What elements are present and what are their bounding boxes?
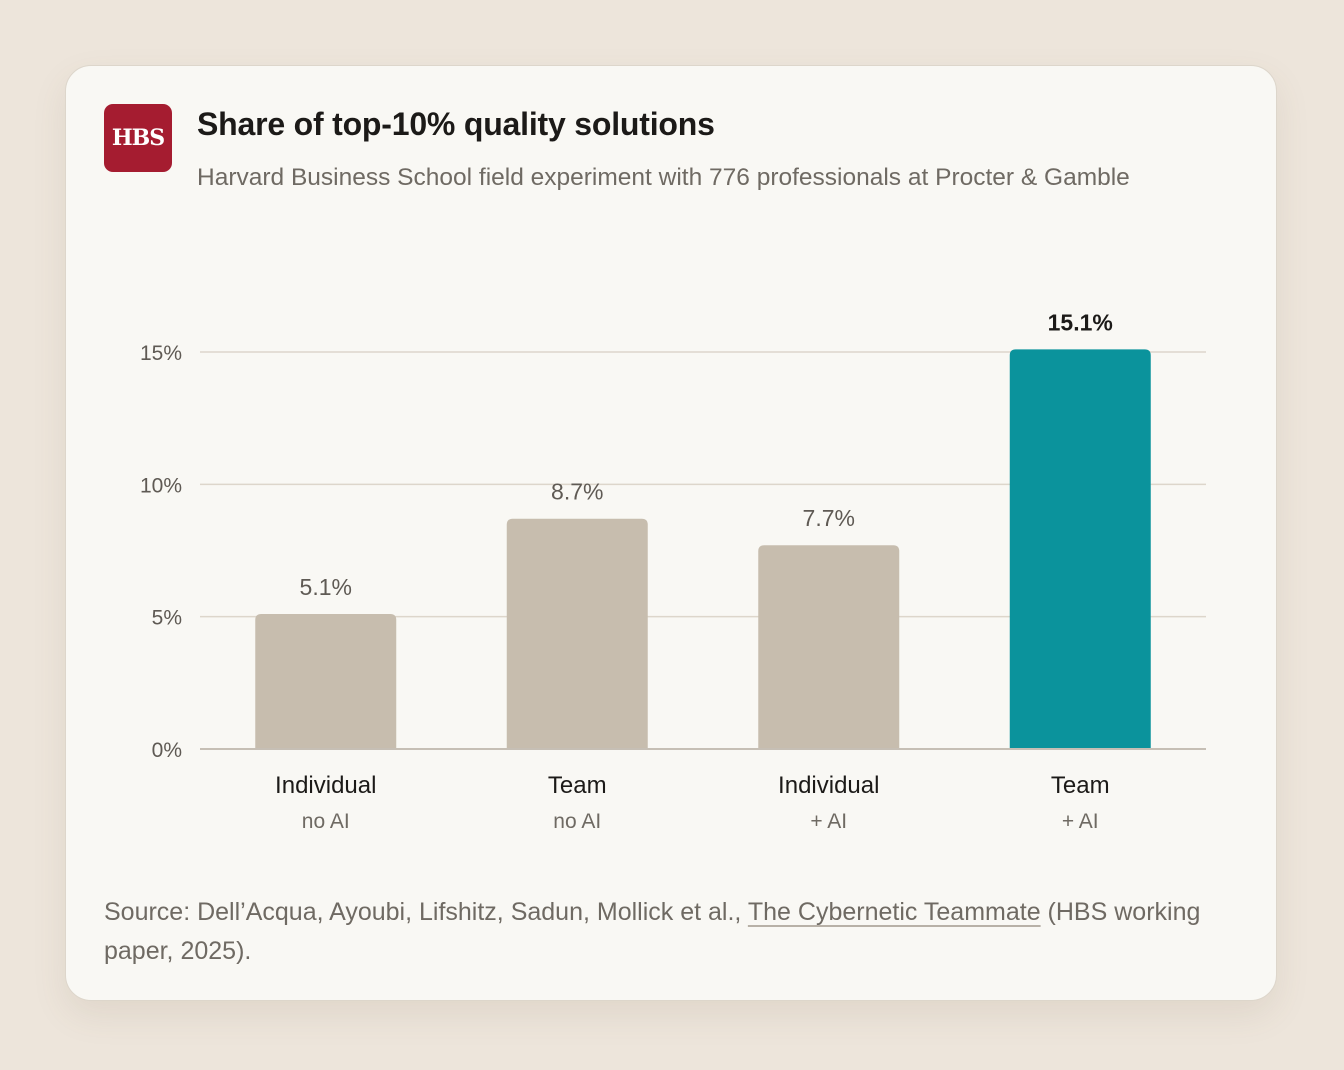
chart-title: Share of top-10% quality solutions bbox=[197, 106, 715, 142]
source-prefix: Source: Dell’Acqua, Ayoubi, Lifshitz, Sa… bbox=[104, 898, 748, 926]
bar bbox=[1009, 349, 1151, 749]
value-label: 15.1% bbox=[1048, 309, 1113, 335]
category-sublabel: no AI bbox=[302, 810, 350, 833]
category-label: Team bbox=[1051, 772, 1110, 799]
source-suffix: (HBS working paper, 2025). bbox=[104, 898, 1201, 965]
category-sublabel: + AI bbox=[1062, 810, 1099, 833]
chart-subtitle: Harvard Business School field experiment… bbox=[197, 164, 1130, 191]
category-label: Individual bbox=[778, 772, 879, 799]
y-tick-label: 0% bbox=[152, 739, 182, 762]
category-label: Individual bbox=[275, 772, 376, 799]
category-sublabel: + AI bbox=[810, 810, 847, 833]
value-label: 5.1% bbox=[300, 574, 352, 600]
y-tick-label: 15% bbox=[140, 342, 182, 365]
bar bbox=[758, 545, 900, 749]
y-tick-label: 5% bbox=[152, 607, 182, 630]
bar bbox=[255, 614, 397, 749]
bar bbox=[506, 518, 648, 749]
value-label: 7.7% bbox=[803, 505, 855, 531]
paper-link[interactable]: The Cybernetic Teammate bbox=[747, 898, 1041, 926]
hbs-logo: HBS bbox=[104, 104, 172, 172]
category-sublabel: no AI bbox=[553, 810, 601, 833]
category-label: Team bbox=[548, 772, 607, 799]
source-note: Source: Dell’Acqua, Ayoubi, Lifshitz, Sa… bbox=[104, 893, 1214, 971]
value-label: 8.7% bbox=[551, 479, 603, 505]
y-tick-label: 10% bbox=[140, 474, 182, 497]
